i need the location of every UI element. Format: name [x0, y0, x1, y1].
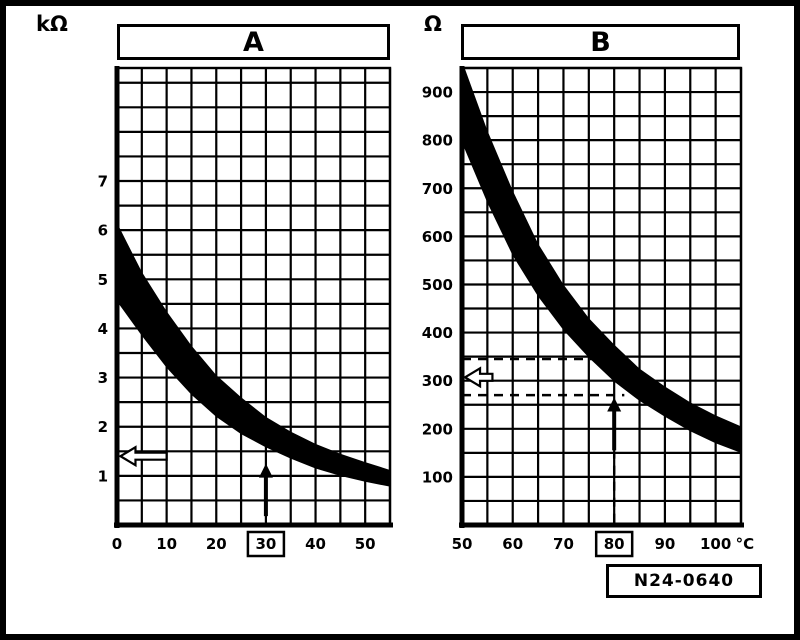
- x-tick-label: 20: [206, 535, 227, 553]
- resistance-band-curve: [462, 68, 741, 453]
- y-tick-label: 700: [422, 180, 453, 198]
- x-tick-label: 80: [604, 535, 625, 553]
- left-arrow-icon: [462, 366, 494, 389]
- y-tick-label: 3: [98, 369, 108, 387]
- up-arrow-icon: [258, 463, 273, 478]
- y-tick-label: 2: [98, 418, 108, 436]
- y-tick-label: 1: [98, 467, 108, 485]
- x-tick-label: 90: [654, 535, 675, 553]
- y-tick-label: 7: [98, 173, 108, 191]
- resistance-band-curve: [117, 222, 390, 487]
- chart-a-canvas: 0 10 20 30 40 50 1 2 3 4 5 6 7: [98, 66, 393, 558]
- y-tick-label: 800: [422, 132, 453, 150]
- y-tick-label: 300: [422, 372, 453, 390]
- y-tick-label: 200: [422, 420, 453, 438]
- boxed-tick-frame: [594, 530, 634, 558]
- panel-b-title: B: [461, 24, 740, 60]
- x-tick-label: 30: [255, 535, 276, 553]
- drawing-number-label: N24-0640: [606, 564, 762, 598]
- y-tick-label: 400: [422, 324, 453, 342]
- x-tick-label: 70: [553, 535, 574, 553]
- plot-border: [460, 66, 743, 527]
- chart-b-canvas: 50 60 70 80 90 100 °C 100 200 300 400 500 600 700 800 9…: [422, 66, 755, 558]
- boxed-tick-frame: [246, 530, 286, 558]
- y-unit-label-a: kΩ: [36, 12, 68, 36]
- y-tick-label: 100: [422, 468, 453, 486]
- x-tick-label: 100: [700, 535, 731, 553]
- left-arrow-icon: [118, 445, 168, 468]
- y-tick-label: 900: [422, 84, 453, 102]
- y-unit-label-b: Ω: [424, 12, 442, 36]
- up-arrow-icon: [607, 397, 622, 412]
- x-axis-unit-label: °C: [736, 535, 755, 553]
- y-tick-label: 5: [98, 271, 108, 289]
- panel-a-title: A: [117, 24, 390, 60]
- x-tick-label: 60: [502, 535, 523, 553]
- y-tick-label: 500: [422, 276, 453, 294]
- y-tick-label: 4: [98, 320, 108, 338]
- y-tick-label: 600: [422, 228, 453, 246]
- x-tick-label: 40: [305, 535, 326, 553]
- x-tick-label: 50: [452, 535, 473, 553]
- x-tick-label: 0: [112, 535, 122, 553]
- y-tick-label: 6: [98, 222, 108, 240]
- x-tick-label: 10: [156, 535, 177, 553]
- x-tick-label: 50: [355, 535, 376, 553]
